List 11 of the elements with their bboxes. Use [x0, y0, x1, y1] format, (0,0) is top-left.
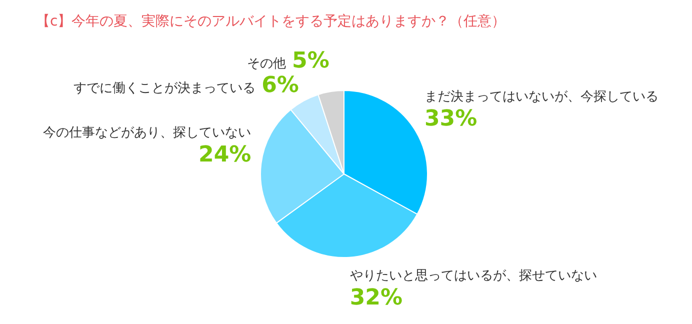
slice-label: まだ決まってはいないが、今探している — [424, 89, 658, 104]
data-label: 33% — [424, 106, 478, 132]
data-label: 32% — [350, 285, 403, 310]
slice-label: すでに働くことが決まっている — [74, 81, 256, 96]
chart-title: 【c】今年の夏、実際にそのアルバイトをする予定はありますか？（任意） — [36, 14, 506, 30]
slice-label: 今の仕事などがあり、探していない — [43, 125, 252, 140]
data-label: 5% — [292, 48, 330, 74]
data-label: 24% — [198, 142, 252, 168]
data-label: 6% — [262, 73, 299, 98]
slice-label: その他 — [247, 56, 286, 72]
slice-label: やりたいと思ってはいるが、探せていない — [350, 268, 597, 284]
